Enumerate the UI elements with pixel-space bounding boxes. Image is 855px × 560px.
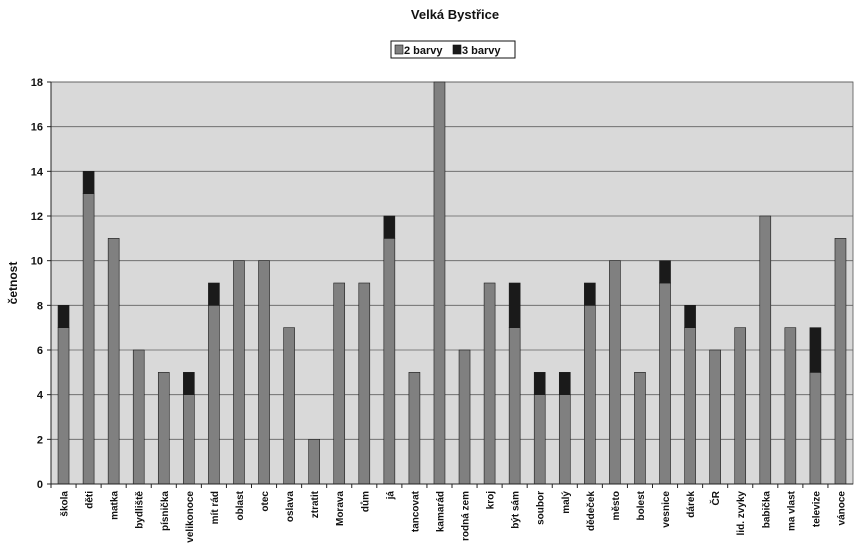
x-tick-label: malý <box>561 491 572 514</box>
bar-segment <box>82 171 95 194</box>
bar-segment <box>183 372 195 395</box>
x-tick-label: vesnice <box>661 491 672 528</box>
bar-segment <box>759 215 772 485</box>
x-tick-label: oblast <box>235 490 246 520</box>
bar-segment <box>233 260 245 485</box>
bar-segment <box>834 238 847 485</box>
x-tick-label: mít rád <box>210 491 221 524</box>
y-tick-label: 8 <box>37 300 43 312</box>
y-tick-label: 0 <box>37 479 43 491</box>
bar-segment <box>433 81 446 485</box>
bar-segment <box>358 282 371 485</box>
x-tick-label: tancovat <box>410 490 421 532</box>
y-axis-ticks: 0 2 4 6 8 10 12 14 16 18 <box>31 77 51 491</box>
bar-segment <box>508 282 521 328</box>
bar-segment <box>333 282 346 485</box>
bar-segment <box>458 349 471 485</box>
bar-segment <box>57 305 70 328</box>
x-tick-label: matka <box>110 491 121 520</box>
x-tick-label: Morava <box>335 491 346 526</box>
bar-segment <box>684 327 696 485</box>
bar-segment <box>533 372 546 395</box>
bar-segment <box>208 305 220 485</box>
bar-segment <box>634 372 646 485</box>
x-tick-label: oslava <box>285 491 296 523</box>
bar-segment <box>183 394 195 485</box>
x-tick-label: škola <box>60 491 71 517</box>
x-tick-label: ztratit <box>310 490 321 518</box>
x-tick-label: kamarád <box>435 491 446 532</box>
chart-title: Velká Bystřice <box>411 7 499 22</box>
x-tick-label: televize <box>811 491 822 528</box>
bar-segment <box>659 282 671 485</box>
x-tick-label: dědeček <box>586 491 597 531</box>
bar-segment <box>809 372 822 485</box>
x-tick-label: kroj <box>486 491 497 510</box>
y-tick-label: 6 <box>37 345 43 357</box>
x-tick-label: rodná zem <box>461 491 472 541</box>
bar-segment <box>132 349 145 485</box>
y-tick-label: 12 <box>31 211 43 223</box>
bar-segment <box>383 238 396 485</box>
x-tick-label: dům <box>359 491 371 512</box>
x-tick-label: lid. zvyky <box>736 491 747 536</box>
bar-segment <box>107 238 120 485</box>
bar-segment <box>258 260 270 485</box>
bar-segment <box>659 260 671 284</box>
x-tick-label: písnička <box>160 491 171 531</box>
x-tick-label: velikonoce <box>185 491 196 543</box>
bar-segment <box>584 305 596 485</box>
y-tick-label: 10 <box>31 256 43 268</box>
bar-segment <box>784 327 797 485</box>
bar-segment <box>809 327 822 373</box>
bar-segment <box>57 327 70 485</box>
bar-segment <box>558 372 571 395</box>
bar-segment <box>283 327 295 485</box>
y-tick-label: 4 <box>37 390 44 402</box>
y-axis-label: četnost <box>6 262 20 305</box>
x-tick-label: babička <box>761 491 772 529</box>
x-tick-label: dárek <box>686 491 697 518</box>
bar-segment <box>508 327 521 485</box>
x-axis-ticks: škola děti matka bydliště písnička velikonoce… <box>50 484 847 543</box>
bar-segment <box>709 349 721 485</box>
bar-segment <box>684 305 696 328</box>
legend-label-3-barvy: 3 barvy <box>462 45 501 57</box>
bar-segment <box>408 372 421 485</box>
x-tick-label: ČR <box>709 490 722 505</box>
legend-label-2-barvy: 2 barvy <box>404 45 443 57</box>
plot-area <box>50 81 854 485</box>
y-tick-label: 16 <box>31 122 43 134</box>
y-tick-label: 18 <box>31 77 43 89</box>
bar-segment <box>584 282 596 306</box>
legend-swatch-3-barvy <box>452 44 462 55</box>
x-tick-label: město <box>611 491 622 520</box>
bar-segment <box>308 439 320 485</box>
bar-segment <box>558 394 571 485</box>
x-tick-label: ma vlast <box>786 490 797 531</box>
x-tick-label: být sám <box>511 491 522 529</box>
x-tick-label: já <box>385 491 396 501</box>
bar-segment <box>734 327 747 485</box>
x-tick-label: bolest <box>636 490 647 520</box>
bar-segment <box>383 215 396 239</box>
bar-segment <box>208 282 220 306</box>
x-tick-label: bydliště <box>135 491 146 529</box>
y-tick-label: 2 <box>37 434 43 446</box>
y-tick-label: 14 <box>31 166 44 178</box>
x-tick-label: otec <box>260 491 271 512</box>
x-tick-label: soubor <box>536 491 547 525</box>
legend-swatch-2-barvy <box>394 44 404 55</box>
bar-segment <box>82 193 95 485</box>
bar-segment <box>157 372 170 485</box>
x-tick-label: vánoce <box>836 491 847 526</box>
bars <box>57 81 847 485</box>
bar-segment <box>483 282 496 485</box>
legend: 2 barvy 3 barvy <box>390 40 516 59</box>
bar-segment <box>533 394 546 485</box>
bar-segment <box>609 260 621 485</box>
x-tick-label: děti <box>85 491 96 509</box>
